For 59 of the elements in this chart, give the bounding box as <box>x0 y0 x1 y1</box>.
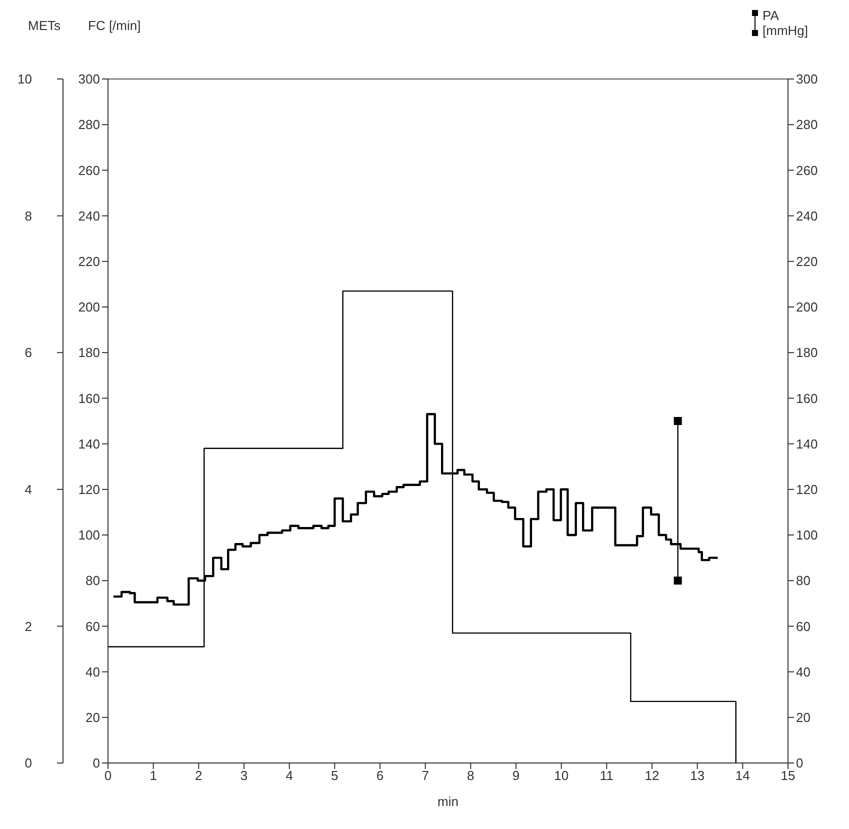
y3-tick-label: 6 <box>24 345 32 360</box>
x-tick-label: 13 <box>690 768 705 784</box>
y-tick-label: 300 <box>78 72 100 87</box>
x-tick-label: 0 <box>104 768 112 784</box>
y2-tick-label: 260 <box>796 162 818 178</box>
x-tick-label: 14 <box>735 768 750 784</box>
y3-tick-label: 8 <box>24 208 32 224</box>
x-tick-label: 12 <box>644 768 660 784</box>
x-tick-label: 4 <box>286 768 293 784</box>
x-tick-label: 11 <box>600 768 614 784</box>
y-axis-title: FC [/min] <box>88 18 142 33</box>
x-tick-label: 5 <box>331 768 338 784</box>
y3-tick-label: 4 <box>24 482 32 498</box>
x-tick-label: 15 <box>780 768 796 784</box>
y3-tick-label: 0 <box>24 756 32 771</box>
y2-tick-label: 120 <box>796 482 818 498</box>
y-tick-label: 240 <box>78 208 100 224</box>
y2-axis-title: [mmHg] <box>762 23 808 38</box>
y2-tick-label: 160 <box>796 390 818 406</box>
y-tick-label: 120 <box>78 482 100 498</box>
y-tick-label: 280 <box>78 117 100 132</box>
legend-label: PA <box>762 8 780 23</box>
x-tick-label: 6 <box>376 768 384 784</box>
y2-tick-label: 0 <box>796 756 804 771</box>
y2-tick-label: 200 <box>796 300 818 315</box>
y2-tick-label: 140 <box>796 436 818 452</box>
y2-tick-label: 220 <box>796 254 818 270</box>
y-tick-label: 40 <box>86 664 100 680</box>
x-tick-label: 8 <box>467 768 474 784</box>
x-axis-title: min <box>438 794 458 809</box>
y-tick-label: 0 <box>92 756 100 771</box>
y-tick-label: 180 <box>78 345 100 360</box>
x-tick-label: 3 <box>240 768 248 784</box>
y-tick-label: 20 <box>86 710 100 726</box>
y2-tick-label: 300 <box>796 72 818 87</box>
x-tick-label: 10 <box>554 768 569 784</box>
y2-tick-label: 60 <box>796 618 810 634</box>
y2-tick-label: 240 <box>796 208 818 224</box>
x-tick-label: 7 <box>422 768 429 784</box>
y2-tick-label: 280 <box>796 117 818 132</box>
y3-axis-title: METs <box>28 18 60 33</box>
x-tick-label: 2 <box>195 768 202 784</box>
y3-tick-label: 2 <box>24 618 32 634</box>
y-tick-label: 100 <box>78 528 100 543</box>
y-tick-label: 220 <box>78 254 100 270</box>
y2-tick-label: 80 <box>796 573 810 588</box>
x-tick-label: 9 <box>512 768 520 784</box>
y2-tick-label: 100 <box>796 528 818 543</box>
y2-tick-label: 20 <box>796 710 810 726</box>
y2-tick-label: 180 <box>796 345 818 360</box>
y3-tick-label: 10 <box>18 72 32 87</box>
y-tick-label: 260 <box>78 162 100 178</box>
y-tick-label: 200 <box>78 300 100 315</box>
y-tick-label: 80 <box>86 573 100 588</box>
x-tick-label: 1 <box>150 768 157 784</box>
y2-tick-label: 40 <box>796 664 810 680</box>
y-tick-label: 140 <box>78 436 100 452</box>
y-tick-label: 160 <box>78 390 100 406</box>
y-tick-label: 60 <box>86 618 100 634</box>
